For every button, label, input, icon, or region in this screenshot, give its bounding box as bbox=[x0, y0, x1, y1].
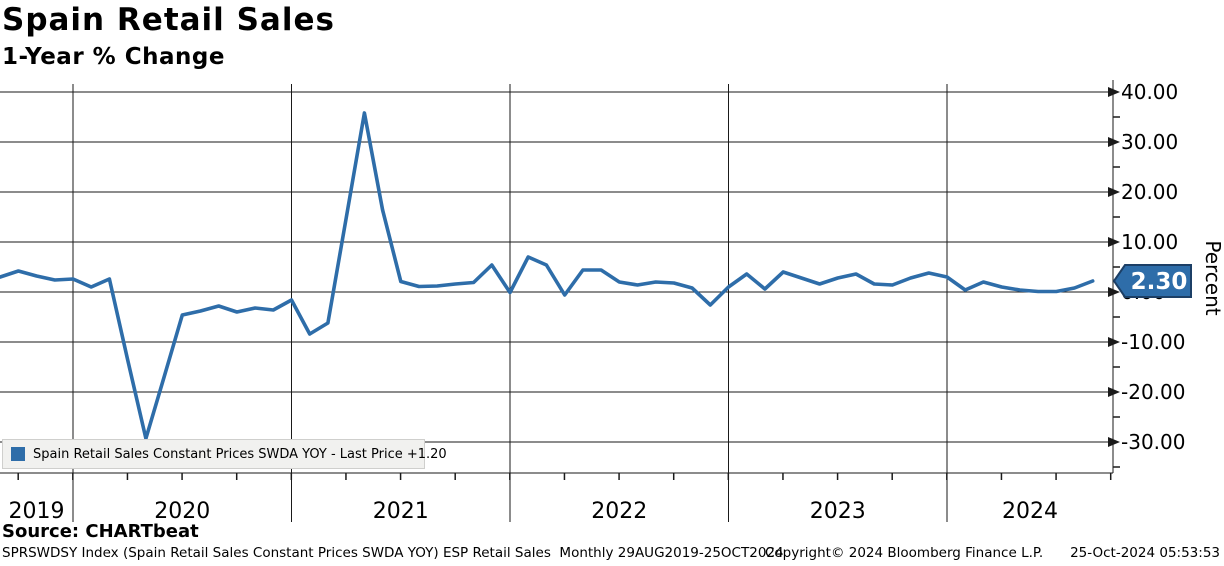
axis-arrow-icon bbox=[1108, 237, 1120, 247]
page-title: Spain Retail Sales bbox=[2, 2, 335, 38]
y-axis-label: -30.00 bbox=[1121, 430, 1185, 454]
axis-arrow-icon bbox=[1108, 437, 1120, 447]
x-axis-year-label: 2023 bbox=[810, 499, 866, 524]
y-axis-label: -20.00 bbox=[1121, 380, 1185, 404]
timestamp: 25-Oct-2024 05:53:53 bbox=[1070, 545, 1220, 561]
series-line bbox=[0, 111, 1095, 441]
axis-arrow-icon bbox=[1108, 337, 1120, 347]
copyright-notice: Copyright© 2024 Bloomberg Finance L.P. bbox=[765, 545, 1044, 561]
y-axis-label: 40.00 bbox=[1121, 80, 1178, 104]
x-axis-year-label: 2019 bbox=[9, 499, 65, 524]
axis-arrow-icon bbox=[1108, 187, 1120, 197]
footer-info-row: SPRSWDSY Index (Spain Retail Sales Const… bbox=[0, 545, 1224, 563]
last-price-badge-value: 2.30 bbox=[1131, 269, 1188, 295]
y-axis-label: 20.00 bbox=[1121, 180, 1178, 204]
last-price-badge bbox=[1112, 264, 1192, 298]
x-axis-year-label: 2021 bbox=[373, 499, 429, 524]
x-axis-year-label: 2024 bbox=[1002, 499, 1058, 524]
legend-series-label: Spain Retail Sales Constant Prices SWDA … bbox=[33, 446, 447, 462]
x-axis-year-label: 2020 bbox=[154, 499, 210, 524]
legend-swatch-icon bbox=[11, 447, 25, 461]
ticker-description: SPRSWDSY Index (Spain Retail Sales Const… bbox=[2, 545, 784, 561]
y-axis-label: 10.00 bbox=[1121, 230, 1178, 254]
page-subtitle: 1-Year % Change bbox=[2, 44, 225, 70]
axis-arrow-icon bbox=[1108, 387, 1120, 397]
y-axis-title: Percent bbox=[1201, 240, 1224, 315]
x-axis-year-label: 2022 bbox=[591, 499, 647, 524]
y-axis-label: 30.00 bbox=[1121, 130, 1178, 154]
source-label: Source: CHARTbeat bbox=[2, 521, 199, 542]
legend-box: Spain Retail Sales Constant Prices SWDA … bbox=[2, 439, 447, 469]
axis-arrow-icon bbox=[1108, 137, 1120, 147]
y-axis-label: -10.00 bbox=[1121, 330, 1185, 354]
axis-arrow-icon bbox=[1108, 87, 1120, 97]
axis-arrow-icon bbox=[1108, 287, 1120, 297]
